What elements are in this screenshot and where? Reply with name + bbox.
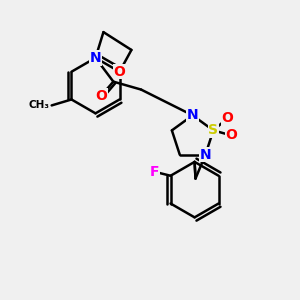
Text: S: S bbox=[208, 123, 218, 137]
Text: F: F bbox=[150, 165, 160, 179]
Text: N: N bbox=[200, 148, 211, 162]
Text: O: O bbox=[221, 112, 233, 125]
Text: N: N bbox=[187, 108, 198, 122]
Text: CH₃: CH₃ bbox=[29, 100, 50, 110]
Text: O: O bbox=[114, 65, 125, 79]
Text: O: O bbox=[225, 128, 237, 142]
Text: N: N bbox=[90, 51, 101, 65]
Text: O: O bbox=[95, 88, 107, 103]
